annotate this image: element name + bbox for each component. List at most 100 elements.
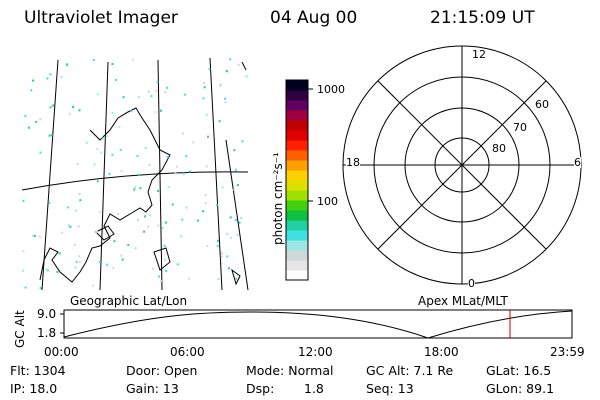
emission-speck [32, 79, 34, 82]
emission-speck [117, 213, 120, 215]
emission-speck [76, 163, 79, 165]
emission-speck [164, 91, 167, 94]
colorbar-cell [286, 260, 308, 271]
emission-speck [72, 106, 75, 109]
meridian-line [157, 59, 163, 291]
x-tick-label: 12:00 [298, 345, 333, 359]
emission-speck [24, 286, 27, 289]
emission-speck [105, 135, 108, 138]
colorbar-cell [286, 90, 308, 101]
emission-speck [137, 96, 140, 99]
emission-speck [166, 156, 169, 159]
gain-info: Gain: 13 [126, 381, 179, 396]
emission-speck [183, 93, 186, 96]
emission-speck [164, 221, 167, 224]
emission-speck [49, 73, 52, 76]
y-tick-label: 9.0 [37, 307, 57, 321]
colorbar-cell [286, 200, 308, 211]
emission-speck [204, 194, 207, 197]
emission-speck [79, 199, 82, 202]
emission-speck [113, 240, 116, 243]
emission-speck [93, 163, 96, 166]
emission-speck [143, 230, 146, 233]
emission-speck [149, 214, 152, 217]
emission-speck [188, 277, 191, 280]
emission-speck [38, 235, 41, 238]
colorbar-tick-label: 1000 [317, 83, 345, 96]
emission-speck [96, 231, 99, 233]
geographic-label: Geographic Lat/Lon [70, 294, 188, 308]
emission-speck [134, 247, 137, 250]
emission-speck [92, 59, 95, 61]
emission-specks [22, 58, 248, 290]
emission-speck [241, 140, 244, 143]
emission-speck [180, 235, 183, 238]
latitude-line [21, 171, 249, 191]
emission-speck [204, 202, 207, 205]
emission-speck [119, 148, 122, 151]
ip-info: IP: 18.0 [10, 381, 58, 396]
emission-speck [99, 210, 102, 213]
emission-speck [66, 206, 69, 209]
emission-speck [208, 67, 211, 70]
colorbar-cell [286, 130, 308, 141]
emission-speck [202, 97, 205, 100]
emission-speck [151, 267, 154, 270]
flight-info: Flt: 1304 [10, 363, 66, 378]
emission-speck [39, 287, 42, 290]
emission-speck [154, 111, 157, 114]
emission-speck [226, 255, 229, 258]
emission-speck [157, 224, 160, 227]
emission-speck [48, 202, 51, 205]
emission-speck [58, 252, 61, 255]
emission-speck [206, 245, 209, 247]
emission-speck [79, 260, 81, 263]
emission-speck [66, 63, 68, 66]
dsp-value: 1.8 [304, 381, 324, 396]
emission-speck [120, 254, 123, 257]
emission-speck [229, 58, 232, 61]
coastline [241, 61, 247, 71]
meridian-line [209, 57, 223, 291]
emission-speck [39, 118, 42, 121]
colorbar-cell [286, 120, 308, 131]
emission-speck [136, 219, 139, 222]
emission-speck [163, 245, 166, 247]
mode-info: Mode: Normal [246, 363, 334, 378]
emission-speck [78, 193, 81, 195]
emission-speck [50, 134, 53, 137]
emission-speck [233, 149, 236, 152]
emission-speck [122, 96, 125, 99]
emission-speck [224, 101, 227, 104]
y-tick-label: 1.8 [37, 326, 57, 340]
emission-speck [32, 234, 34, 237]
x-tick-label: 06:00 [170, 345, 205, 359]
emission-speck [22, 269, 24, 272]
emission-speck [207, 135, 209, 138]
emission-speck [27, 126, 30, 129]
emission-speck [205, 113, 208, 116]
emission-speck [233, 188, 236, 191]
x-tick-label: 18:00 [424, 345, 459, 359]
colorbar-cell [286, 170, 308, 181]
emission-speck [165, 270, 168, 273]
emission-speck [182, 172, 185, 175]
mlt-label-12: 12 [472, 48, 486, 61]
emission-speck [39, 151, 42, 154]
apex-label: Apex MLat/MLT [418, 294, 508, 308]
emission-speck [161, 227, 164, 229]
emission-speck [120, 170, 123, 172]
glat-info: GLat: 16.5 [486, 363, 552, 378]
lat-label-70: 70 [513, 121, 527, 134]
meridian-line [225, 139, 249, 291]
meridian-line [99, 61, 109, 291]
emission-speck [229, 236, 232, 239]
colorbar-cell [286, 230, 308, 241]
emission-speck [78, 109, 81, 112]
emission-speck [216, 245, 219, 248]
emission-speck [144, 215, 147, 218]
